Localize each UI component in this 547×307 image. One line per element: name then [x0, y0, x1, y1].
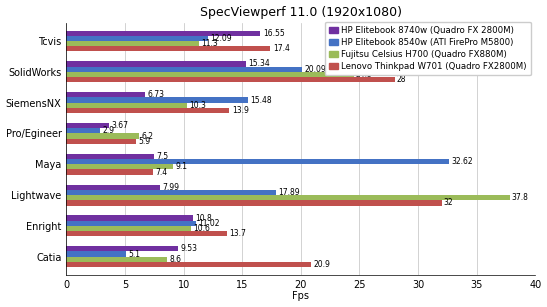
Bar — [66, 200, 441, 206]
Bar — [66, 216, 193, 221]
Bar — [66, 77, 394, 82]
Bar — [66, 97, 248, 103]
Bar — [66, 195, 509, 200]
Text: 32: 32 — [444, 198, 453, 208]
Bar — [66, 190, 276, 195]
Text: 3.67: 3.67 — [112, 121, 129, 130]
Bar — [66, 185, 160, 190]
Text: 20.9: 20.9 — [314, 260, 330, 269]
Bar — [66, 72, 353, 77]
Text: 7.99: 7.99 — [162, 183, 179, 192]
Text: 32.62: 32.62 — [451, 157, 473, 166]
Bar — [66, 246, 178, 251]
Text: 5.1: 5.1 — [129, 250, 141, 258]
Bar — [66, 108, 229, 113]
Text: 10.6: 10.6 — [193, 224, 210, 233]
Text: 10.3: 10.3 — [189, 101, 206, 110]
Text: 11.02: 11.02 — [198, 219, 219, 228]
Text: 17.4: 17.4 — [273, 44, 289, 53]
Bar — [66, 139, 136, 144]
Text: 16.55: 16.55 — [263, 29, 284, 38]
Bar — [66, 92, 146, 97]
Text: 28: 28 — [397, 75, 406, 84]
Text: 13.9: 13.9 — [232, 106, 248, 115]
Bar — [66, 128, 101, 134]
Bar — [66, 257, 167, 262]
Text: 9.1: 9.1 — [176, 162, 188, 171]
Text: 10.8: 10.8 — [195, 214, 212, 223]
Text: 7.5: 7.5 — [156, 152, 169, 161]
Bar — [66, 67, 302, 72]
Bar — [66, 154, 154, 159]
Text: 7.4: 7.4 — [155, 168, 167, 177]
Text: 37.8: 37.8 — [512, 193, 529, 202]
Bar — [66, 123, 109, 128]
Bar — [66, 46, 270, 52]
Text: 17.89: 17.89 — [278, 188, 300, 197]
Text: 8.6: 8.6 — [170, 255, 182, 264]
Bar — [66, 164, 173, 169]
Text: 6.73: 6.73 — [148, 90, 165, 99]
Text: 2.9: 2.9 — [103, 126, 115, 135]
X-axis label: Fps: Fps — [292, 291, 310, 301]
Bar — [66, 159, 449, 164]
Bar — [66, 221, 196, 226]
Bar — [66, 262, 311, 267]
Bar — [66, 231, 227, 236]
Bar — [66, 226, 191, 231]
Bar — [66, 30, 260, 36]
Text: 15.34: 15.34 — [248, 60, 270, 68]
Text: 12.09: 12.09 — [211, 34, 232, 43]
Text: 11.3: 11.3 — [201, 39, 218, 48]
Bar — [66, 41, 199, 46]
Text: 15.48: 15.48 — [250, 95, 272, 104]
Title: SpecViewperf 11.0 (1920x1080): SpecViewperf 11.0 (1920x1080) — [200, 6, 402, 18]
Bar — [66, 134, 139, 139]
Bar — [66, 103, 187, 108]
Bar — [66, 61, 246, 67]
Text: 20.09: 20.09 — [304, 65, 326, 74]
Text: 5.9: 5.9 — [138, 137, 150, 146]
Text: 9.53: 9.53 — [181, 244, 197, 253]
Text: 6.2: 6.2 — [142, 132, 154, 141]
Text: 13.7: 13.7 — [229, 229, 246, 238]
Text: 24.5: 24.5 — [356, 70, 373, 79]
Bar — [66, 251, 126, 257]
Legend: HP Elitebook 8740w (Quadro FX 2800M), HP Elitebook 8540w (ATI FirePro M5800), Fu: HP Elitebook 8740w (Quadro FX 2800M), HP… — [325, 22, 531, 76]
Bar — [66, 36, 208, 41]
Bar — [66, 169, 153, 175]
